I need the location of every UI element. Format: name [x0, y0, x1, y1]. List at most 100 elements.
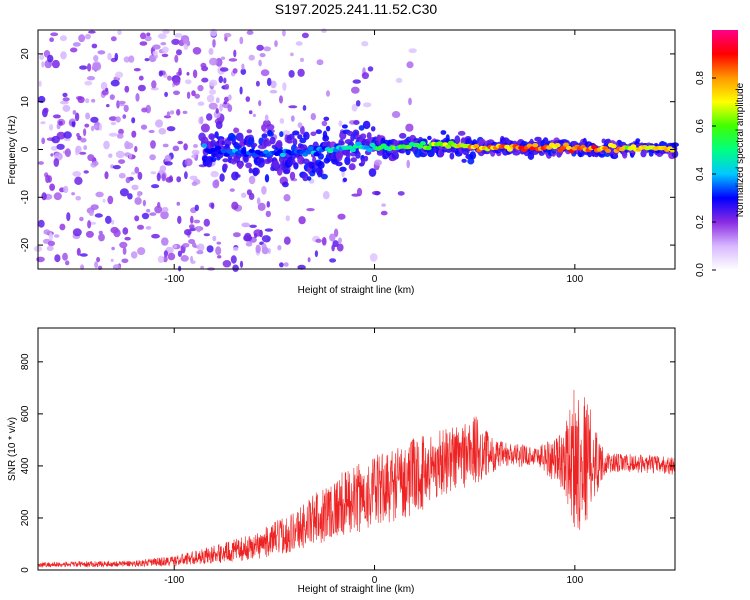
spectrogram-noise-blob	[50, 153, 54, 157]
spectrogram-noise-blob	[138, 75, 144, 81]
spectrogram-noise-blob	[62, 252, 68, 261]
spectrogram-noise-blob	[149, 212, 157, 216]
spectrogram-noise-blob	[161, 206, 169, 213]
spectrogram-noise-blob	[72, 171, 82, 177]
spectrogram-ridge-core	[560, 145, 567, 150]
spectrogram-noise-blob	[306, 208, 315, 212]
spectrogram-ridge-halo	[275, 140, 283, 149]
spectrogram-ridge-core	[248, 148, 255, 154]
spectrogram-ridge-core	[591, 145, 598, 150]
spectrogram-ridge-core	[279, 152, 286, 158]
spectrogram-noise-blob	[249, 224, 257, 228]
spectrogram-noise-blob	[212, 39, 216, 48]
spectrogram-noise-blob	[196, 226, 201, 233]
spectrogram-ridge-halo	[289, 171, 296, 181]
spectrogram-noise-blob	[314, 250, 318, 258]
spectrogram-ridge-halo	[279, 131, 284, 138]
spectrogram-noise-blob	[374, 191, 380, 196]
spectrogram-ridge-halo	[264, 140, 272, 147]
spectrogram-y-tick-label: 20	[20, 48, 31, 60]
spectrogram-noise-blob	[92, 62, 102, 71]
spectrogram-ridge-halo	[282, 181, 289, 188]
spectrogram-noise-blob	[94, 213, 103, 218]
spectrogram-noise-blob	[135, 93, 140, 102]
spectrogram-noise-blob	[83, 128, 87, 137]
spectrogram-noise-blob	[265, 123, 275, 131]
spectrogram-noise-blob	[197, 243, 205, 252]
spectrogram-noise-blob	[63, 185, 69, 194]
colorbar-tick-label: 0.8	[695, 71, 706, 85]
spectrogram-noise-blob	[121, 258, 129, 264]
spectrogram-ridge-halo	[264, 174, 270, 183]
spectrogram-noise-blob	[137, 247, 146, 256]
spectrogram-noise-blob	[110, 36, 117, 42]
spectrogram-noise-blob	[351, 103, 358, 112]
figure-title: S197.2025.241.11.52.C30	[275, 1, 438, 17]
spectrogram-noise-blob	[218, 75, 224, 84]
spectrogram-noise-blob	[53, 192, 62, 201]
spectrogram-noise-blob	[134, 215, 140, 222]
spectrogram-noise-blob	[122, 247, 127, 255]
spectrogram-noise-blob	[200, 265, 205, 269]
spectrogram-noise-blob	[270, 80, 277, 89]
spectrogram-noise-blob	[329, 233, 336, 242]
spectrogram-noise-blob	[355, 100, 361, 107]
spectrogram-noise-blob	[84, 123, 90, 128]
spectrogram-noise-blob	[190, 215, 194, 224]
spectrogram-noise-blob	[381, 203, 386, 207]
spectrogram-noise-blob	[229, 188, 235, 192]
spectrogram-noise-blob	[167, 252, 176, 261]
spectrogram-ridge-core	[563, 142, 569, 147]
spectrogram-noise-blob	[76, 247, 81, 256]
spectrogram-ridge-halo	[461, 158, 467, 163]
spectrogram-ridge-halo	[258, 157, 265, 163]
spectrogram-noise-blob	[244, 232, 252, 241]
spectrogram-noise-blob	[264, 114, 269, 122]
spectrogram-ridge-core	[445, 144, 452, 149]
spectrogram-noise-blob	[290, 115, 295, 122]
spectrogram-noise-blob	[52, 114, 61, 119]
spectrogram-ridge-halo	[245, 162, 253, 169]
spectrogram-noise-blob	[361, 41, 369, 47]
spectrogram-ridge-core	[417, 144, 424, 149]
spectrogram-ridge-halo	[261, 133, 268, 139]
spectrogram-noise-blob	[60, 100, 69, 105]
spectrogram-noise-blob	[232, 68, 238, 74]
spectrogram-noise-blob	[277, 245, 282, 251]
spectrogram-noise-blob	[59, 35, 67, 42]
spectrogram-ridge-halo	[336, 153, 343, 162]
spectrogram-noise-blob	[59, 223, 66, 231]
spectrogram-noise-blob	[137, 224, 144, 230]
spectrogram-noise-blob	[66, 212, 71, 222]
spectrogram-noise-blob	[154, 205, 163, 214]
spectrogram-noise-blob	[69, 118, 77, 122]
spectrogram-noise-blob	[130, 251, 138, 259]
spectrogram-noise-blob	[84, 80, 93, 86]
spectrogram-noise-blob	[85, 33, 91, 40]
spectrogram-noise-blob	[367, 66, 374, 72]
spectrogram-noise-blob	[137, 191, 142, 198]
spectrogram-noise-blob	[329, 258, 337, 263]
spectrogram-noise-blob	[191, 154, 197, 159]
spectrogram-noise-blob	[148, 129, 155, 134]
spectrogram-ridge-halo	[399, 132, 407, 139]
spectrogram-noise-blob	[283, 194, 291, 202]
spectrogram-ridge-halo	[370, 126, 376, 132]
spectrogram-y-label: Frequency (Hz)	[7, 116, 18, 185]
spectrogram-noise-blob	[241, 63, 245, 70]
spectrogram-noise-blob	[210, 202, 215, 210]
spectrogram-ridge-halo	[292, 130, 300, 136]
spectrogram-noise-blob	[282, 82, 287, 91]
spectrogram-noise-blob	[51, 59, 60, 69]
spectrogram-ridge-halo	[365, 138, 370, 145]
spectrogram-noise-blob	[263, 46, 272, 52]
spectrogram-noise-blob	[108, 153, 113, 158]
spectrogram-noise-blob	[206, 245, 214, 253]
spectrogram-noise-blob	[72, 110, 77, 115]
spectrogram-noise-blob	[108, 116, 118, 121]
spectrogram-noise-blob	[115, 71, 124, 79]
spectrogram-noise-blob	[103, 140, 110, 150]
spectrogram-noise-blob	[105, 215, 112, 224]
spectrogram-noise-blob	[206, 94, 215, 103]
spectrogram-noise-blob	[259, 53, 266, 58]
